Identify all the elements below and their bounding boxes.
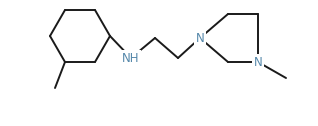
Text: N: N: [254, 55, 262, 69]
Text: NH: NH: [122, 52, 140, 65]
Text: N: N: [196, 32, 204, 44]
